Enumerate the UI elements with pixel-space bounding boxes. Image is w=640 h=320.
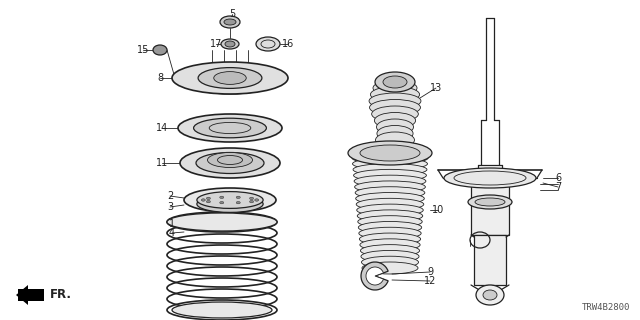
Text: 16: 16 — [282, 39, 294, 49]
Ellipse shape — [255, 199, 259, 201]
Text: 11: 11 — [156, 158, 168, 168]
Ellipse shape — [372, 106, 419, 122]
Ellipse shape — [180, 148, 280, 178]
Text: 8: 8 — [157, 73, 163, 83]
Ellipse shape — [207, 153, 253, 167]
Ellipse shape — [377, 125, 413, 141]
Ellipse shape — [348, 141, 432, 165]
Ellipse shape — [356, 198, 424, 210]
Ellipse shape — [214, 72, 246, 84]
Ellipse shape — [371, 86, 420, 102]
Ellipse shape — [236, 196, 240, 198]
Ellipse shape — [475, 198, 505, 206]
Ellipse shape — [358, 221, 422, 234]
Ellipse shape — [172, 302, 272, 318]
Ellipse shape — [353, 164, 427, 176]
Ellipse shape — [360, 244, 420, 257]
Text: 10: 10 — [432, 205, 444, 215]
Text: 17: 17 — [210, 39, 222, 49]
Ellipse shape — [221, 39, 239, 49]
Ellipse shape — [153, 45, 167, 55]
Ellipse shape — [207, 197, 211, 200]
Wedge shape — [361, 262, 388, 290]
Text: 2: 2 — [167, 191, 173, 201]
Text: TRW4B2800: TRW4B2800 — [582, 303, 630, 312]
Ellipse shape — [355, 187, 425, 199]
Ellipse shape — [236, 202, 240, 204]
Polygon shape — [18, 289, 44, 301]
Text: 6: 6 — [555, 173, 561, 183]
Text: 1: 1 — [169, 219, 175, 229]
Ellipse shape — [360, 239, 420, 251]
Text: 3: 3 — [167, 202, 173, 212]
Ellipse shape — [468, 195, 512, 209]
Ellipse shape — [357, 210, 423, 222]
Ellipse shape — [362, 256, 419, 268]
Ellipse shape — [383, 76, 407, 88]
Ellipse shape — [197, 196, 263, 212]
Ellipse shape — [376, 119, 413, 135]
Wedge shape — [366, 267, 383, 285]
Ellipse shape — [220, 202, 224, 204]
Ellipse shape — [196, 153, 264, 173]
Ellipse shape — [359, 227, 421, 239]
Ellipse shape — [476, 285, 504, 305]
Ellipse shape — [220, 196, 224, 198]
Ellipse shape — [355, 181, 426, 193]
Ellipse shape — [375, 72, 415, 92]
Text: 7: 7 — [555, 182, 561, 192]
Ellipse shape — [224, 19, 236, 25]
Ellipse shape — [256, 37, 280, 51]
Ellipse shape — [207, 200, 211, 203]
Ellipse shape — [354, 175, 426, 187]
Polygon shape — [16, 285, 28, 305]
Ellipse shape — [376, 132, 415, 148]
Ellipse shape — [172, 62, 288, 94]
Ellipse shape — [358, 216, 422, 228]
Ellipse shape — [167, 213, 277, 231]
Ellipse shape — [194, 118, 266, 138]
Text: FR.: FR. — [50, 289, 72, 301]
Ellipse shape — [198, 68, 262, 88]
Ellipse shape — [352, 152, 428, 164]
Ellipse shape — [444, 168, 536, 188]
Text: 4: 4 — [169, 228, 175, 238]
Ellipse shape — [362, 262, 418, 274]
Ellipse shape — [356, 204, 423, 216]
Text: 9: 9 — [427, 267, 433, 277]
Ellipse shape — [369, 100, 420, 116]
Ellipse shape — [178, 114, 282, 142]
Ellipse shape — [369, 93, 421, 109]
Ellipse shape — [202, 199, 205, 201]
Text: 15: 15 — [137, 45, 149, 55]
Ellipse shape — [361, 251, 419, 262]
Ellipse shape — [360, 233, 420, 245]
Text: 13: 13 — [430, 83, 442, 93]
Ellipse shape — [250, 200, 253, 203]
Ellipse shape — [250, 197, 253, 200]
Bar — [474, 235, 506, 285]
Ellipse shape — [353, 158, 428, 170]
Text: 14: 14 — [156, 123, 168, 133]
Ellipse shape — [356, 193, 424, 204]
Text: 5: 5 — [229, 9, 235, 19]
Ellipse shape — [225, 41, 235, 47]
Bar — [471, 184, 509, 235]
Ellipse shape — [353, 169, 426, 181]
Ellipse shape — [197, 192, 263, 208]
Ellipse shape — [483, 290, 497, 300]
Ellipse shape — [360, 145, 420, 161]
Ellipse shape — [194, 78, 266, 94]
Ellipse shape — [374, 113, 415, 129]
Ellipse shape — [220, 16, 240, 28]
Text: 12: 12 — [424, 276, 436, 286]
Ellipse shape — [184, 188, 276, 212]
Ellipse shape — [373, 80, 417, 96]
